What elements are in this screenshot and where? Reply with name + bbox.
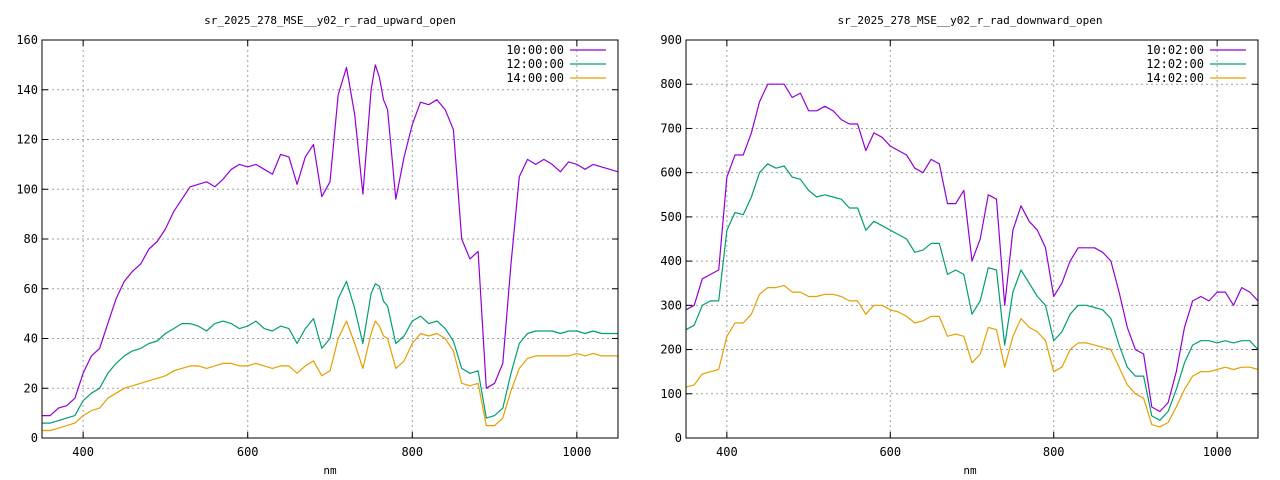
series-line-3 <box>685 284 1259 428</box>
y-tick-label: 800 <box>660 77 682 91</box>
x-tick-label: 600 <box>237 445 259 459</box>
y-tick-label: 0 <box>31 431 38 445</box>
y-tick-label: 160 <box>16 33 38 47</box>
legend-label: 14:02:00 <box>1146 71 1204 85</box>
legend-label: 10:00:00 <box>506 43 564 57</box>
downward-chart: sr_2025_278_MSE__y02_r_rad_downward_open… <box>660 14 1259 477</box>
y-tick-label: 0 <box>675 431 682 445</box>
upward-chart: sr_2025_278_MSE__y02_r_rad_upward_open n… <box>16 14 619 477</box>
series-line-2 <box>685 163 1259 421</box>
chart-title: sr_2025_278_MSE__y02_r_rad_upward_open <box>204 14 456 27</box>
grid <box>686 39 1258 439</box>
y-tick-label: 100 <box>660 387 682 401</box>
y-tick-label: 300 <box>660 298 682 312</box>
y-tick-label: 600 <box>660 166 682 180</box>
x-tick-label: 1000 <box>1203 445 1232 459</box>
y-tick-label: 400 <box>660 254 682 268</box>
chart-title: sr_2025_278_MSE__y02_r_rad_downward_open <box>838 14 1103 27</box>
y-tick-label: 40 <box>24 332 38 346</box>
y-tick-label: 80 <box>24 232 38 246</box>
series-line-1 <box>685 83 1259 413</box>
x-tick-label: 800 <box>401 445 423 459</box>
upward-chart-panel: sr_2025_278_MSE__y02_r_rad_upward_open n… <box>16 14 619 477</box>
y-tick-label: 60 <box>24 282 38 296</box>
plot-frame <box>685 39 1259 439</box>
y-tick-label: 100 <box>16 182 38 196</box>
y-tick-label: 500 <box>660 210 682 224</box>
downward-chart-panel: sr_2025_278_MSE__y02_r_rad_downward_open… <box>640 0 1280 480</box>
grid <box>42 39 618 439</box>
series-line-3 <box>42 320 618 432</box>
legend-label: 10:02:00 <box>1146 43 1204 57</box>
series-line-1 <box>42 64 619 417</box>
y-tick-label: 120 <box>16 133 38 147</box>
plot-frame <box>41 39 619 439</box>
y-tick-label: 20 <box>24 381 38 395</box>
x-tick-label: 400 <box>716 445 738 459</box>
x-tick-label: 600 <box>879 445 901 459</box>
y-tick-label: 700 <box>660 121 682 135</box>
x-tick-label: 1000 <box>562 445 591 459</box>
y-tick-label: 900 <box>660 33 682 47</box>
series-line-2 <box>42 280 618 424</box>
x-tick-label: 400 <box>72 445 94 459</box>
x-axis-label: nm <box>963 464 977 477</box>
y-tick-label: 200 <box>660 343 682 357</box>
legend-label: 12:02:00 <box>1146 57 1204 71</box>
legend-label: 14:00:00 <box>506 71 564 85</box>
x-tick-label: 800 <box>1043 445 1065 459</box>
y-tick-label: 140 <box>16 83 38 97</box>
x-axis-label: nm <box>323 464 337 477</box>
legend-label: 12:00:00 <box>506 57 564 71</box>
